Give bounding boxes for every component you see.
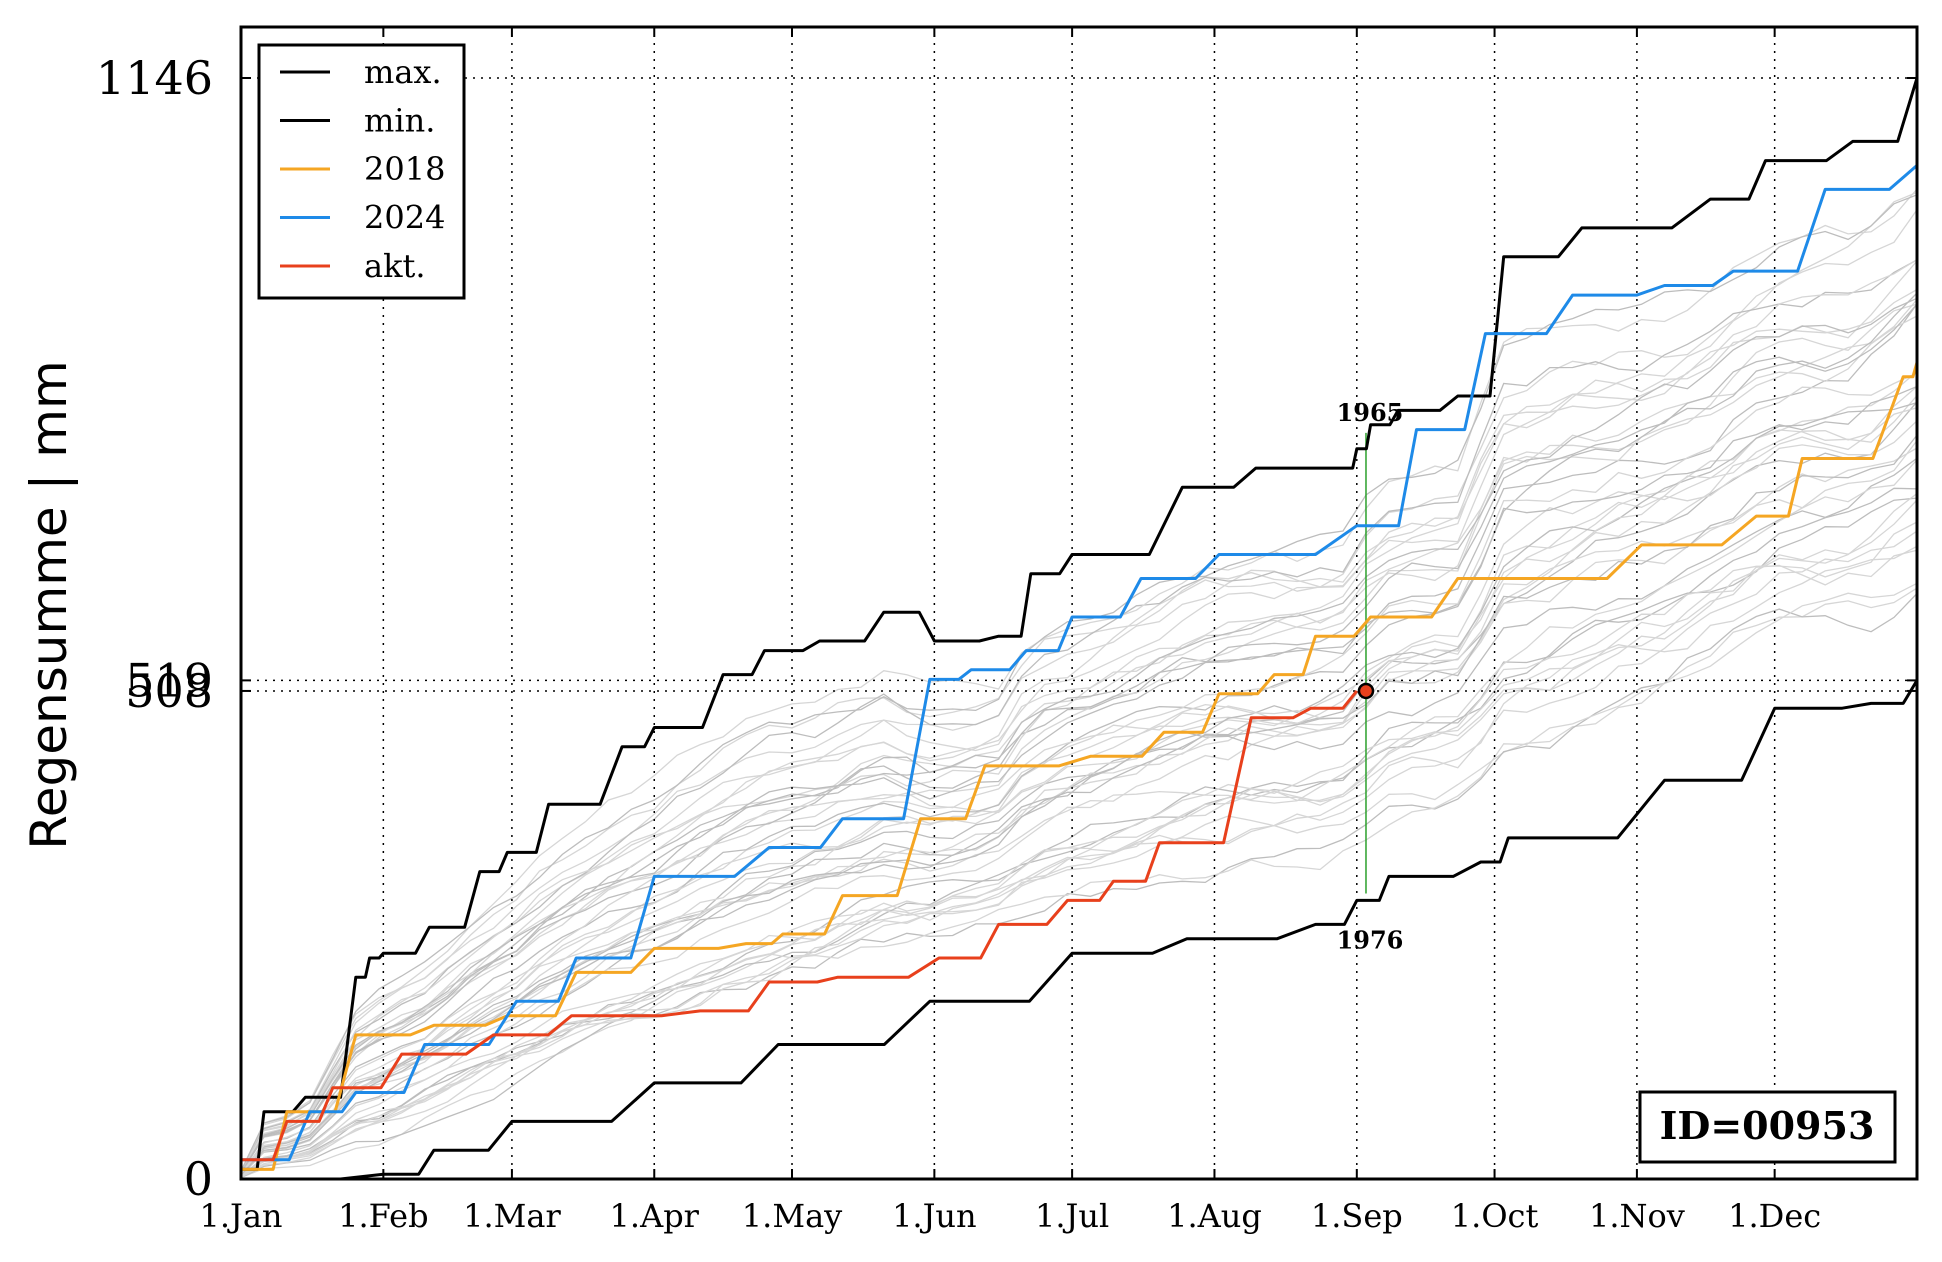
background-year-line — [240, 194, 1918, 1172]
background-year-line — [240, 260, 1918, 1173]
legend: max. min. 2018 2024 akt. — [257, 43, 466, 300]
annotation-label: 1976 — [1337, 925, 1404, 954]
legend-frame — [257, 43, 466, 300]
series-lines — [241, 77, 1919, 1181]
background-year-line — [240, 492, 1918, 1177]
marker-layer: 1965 1976 — [1337, 398, 1404, 955]
x-tick-label: 1.Mar — [463, 1197, 561, 1235]
background-year-line — [240, 549, 1918, 1178]
ref-lines — [241, 77, 1917, 894]
annotation-label: 1965 — [1337, 398, 1404, 427]
background-year-line — [240, 372, 1918, 1175]
x-tick-label: 1.Feb — [338, 1197, 428, 1235]
background-year-line — [240, 582, 1918, 1178]
x-tick-label: 1.Dec — [1728, 1197, 1821, 1235]
background-year-line — [240, 303, 1918, 1174]
background-year-line — [240, 386, 1918, 1175]
x-tick-label: 1.Jan — [199, 1197, 282, 1235]
background-year-line — [240, 499, 1918, 1178]
background-year-line — [240, 299, 1918, 1173]
background-year-line — [240, 497, 1918, 1177]
legend-label: min. — [364, 102, 435, 140]
background-year-line — [240, 191, 1918, 1173]
series-line-2024 — [241, 164, 1918, 1162]
x-tick-label: 1.Aug — [1167, 1197, 1262, 1235]
y-axis-label: Regensumme | mm — [20, 360, 78, 849]
x-tick-label: 1.Nov — [1589, 1197, 1685, 1235]
series-line-akt — [241, 689, 1358, 1162]
background-year-line — [240, 188, 1918, 1172]
y-tick-label: 519 — [125, 653, 213, 707]
legend-label: 2024 — [364, 199, 445, 237]
y-tick-label: 1146 — [96, 51, 213, 105]
legend-label: 2018 — [364, 150, 445, 188]
background-year-line — [240, 303, 1918, 1174]
x-tick-label: 1.Oct — [1451, 1197, 1539, 1235]
x-tick-label: 1.Sep — [1311, 1197, 1403, 1235]
background-lines — [240, 188, 1918, 1179]
id-frame — [1638, 1090, 1897, 1164]
background-year-line — [240, 593, 1918, 1179]
x-tick-label: 1.Jul — [1035, 1197, 1109, 1235]
series-line-min — [241, 679, 1919, 1181]
background-year-line — [240, 303, 1918, 1174]
y-tick-label: 0 — [184, 1152, 213, 1206]
legend-label: akt. — [364, 247, 426, 285]
plot-frame — [239, 25, 1919, 1181]
id-label: ID=00953 — [1660, 1103, 1875, 1148]
background-year-line — [240, 385, 1918, 1175]
background-year-line — [240, 587, 1918, 1179]
background-year-line — [240, 288, 1918, 1173]
background-year-line — [240, 545, 1918, 1178]
background-year-line — [240, 209, 1918, 1172]
x-tick-label: 1.May — [742, 1197, 842, 1235]
current-point-marker — [1357, 682, 1375, 700]
background-year-line — [240, 297, 1918, 1174]
id-box: ID=00953 — [1638, 1090, 1897, 1164]
x-tick-label: 1.Jun — [892, 1197, 977, 1235]
background-year-line — [240, 457, 1918, 1176]
series-line-max — [241, 77, 1919, 1171]
grid — [240, 27, 1776, 1179]
background-year-line — [240, 371, 1918, 1175]
background-year-line — [240, 315, 1918, 1174]
background-year-line — [240, 420, 1918, 1176]
x-ticks: 1.Jan 1.Feb 1.Mar 1.Apr 1.May 1.Jun 1.Jul 1.Aug… — [199, 27, 1821, 1235]
y-tick-label: 508 — [125, 664, 213, 718]
background-year-line — [240, 395, 1918, 1175]
background-year-line — [240, 459, 1918, 1177]
x-tick-label: 1.Apr — [610, 1197, 700, 1235]
background-year-line — [240, 259, 1918, 1172]
background-year-line — [240, 521, 1918, 1178]
legend-label: max. — [364, 53, 442, 91]
